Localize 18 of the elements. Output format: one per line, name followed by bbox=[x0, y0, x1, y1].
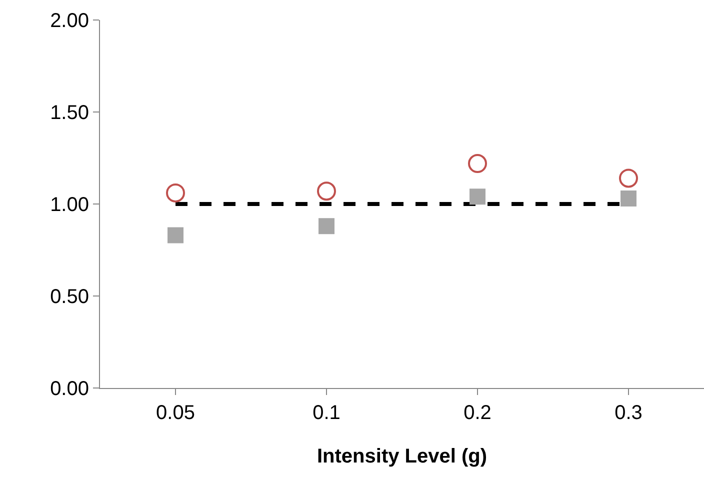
x-tick-label: 0.1 bbox=[312, 402, 340, 424]
point bbox=[468, 154, 487, 174]
x-tick-label: 0.3 bbox=[614, 402, 642, 424]
point bbox=[168, 227, 184, 244]
y-tick-label: 0.00 bbox=[50, 378, 89, 400]
point bbox=[317, 182, 336, 201]
x-axis-title: Intensity Level (g) bbox=[316, 446, 488, 468]
x-tick-label: 0.05 bbox=[156, 402, 195, 424]
point bbox=[166, 183, 185, 202]
x-tick-label: 0.2 bbox=[464, 402, 492, 424]
y-tick-label: 0.50 bbox=[50, 286, 89, 308]
point bbox=[470, 188, 486, 205]
y-tick-label: 1.50 bbox=[50, 102, 89, 124]
point bbox=[318, 218, 334, 234]
y-tick-label: 1.00 bbox=[50, 194, 89, 216]
point bbox=[619, 168, 638, 188]
y-tick-label: 2.00 bbox=[50, 10, 89, 32]
point bbox=[620, 190, 636, 206]
